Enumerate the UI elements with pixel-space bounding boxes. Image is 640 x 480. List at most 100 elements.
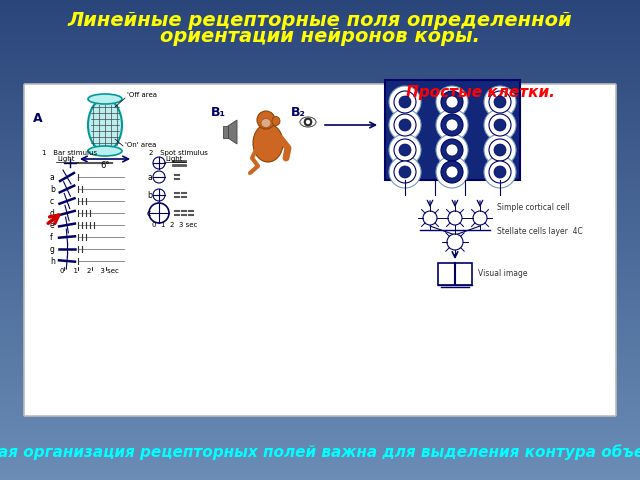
Bar	[0, 358, 640, 359]
Bar	[0, 465, 640, 466]
Text: Простые клетки.: Простые клетки.	[406, 84, 554, 99]
Bar	[0, 290, 640, 291]
Bar	[0, 346, 640, 347]
Bar	[0, 71, 640, 72]
Bar	[0, 344, 640, 345]
Bar	[0, 37, 640, 38]
Bar	[0, 248, 640, 249]
Bar	[0, 245, 640, 246]
Bar	[0, 75, 640, 76]
Bar	[0, 188, 640, 189]
Circle shape	[389, 109, 421, 141]
Bar	[0, 189, 640, 190]
Bar	[0, 154, 640, 155]
Bar	[0, 426, 640, 427]
Bar	[0, 335, 640, 336]
Bar	[0, 89, 640, 90]
Bar	[0, 196, 640, 197]
Bar	[0, 167, 640, 168]
Bar	[0, 238, 640, 239]
Bar	[0, 468, 640, 469]
Bar	[0, 142, 640, 143]
Bar	[0, 119, 640, 120]
Bar	[0, 372, 640, 373]
Bar	[0, 178, 640, 179]
Bar	[0, 268, 640, 269]
Circle shape	[494, 96, 506, 108]
Bar	[0, 234, 640, 235]
Bar	[0, 74, 640, 75]
Bar	[0, 35, 640, 36]
Bar	[0, 441, 640, 442]
Bar	[0, 472, 640, 473]
Bar	[0, 291, 640, 292]
Bar	[0, 169, 640, 170]
Bar	[0, 230, 640, 231]
Ellipse shape	[253, 124, 283, 162]
Text: 0  1  2  3 sec: 0 1 2 3 sec	[152, 222, 197, 228]
Bar	[0, 193, 640, 194]
Bar	[0, 318, 640, 319]
Bar	[0, 67, 640, 68]
Bar	[0, 101, 640, 102]
Circle shape	[389, 86, 421, 118]
Bar	[0, 175, 640, 176]
Bar	[0, 156, 640, 157]
Bar	[0, 66, 640, 67]
Bar	[0, 51, 640, 52]
Bar	[0, 88, 640, 89]
Bar	[0, 42, 640, 43]
Bar	[0, 386, 640, 387]
Circle shape	[441, 139, 463, 161]
Bar	[0, 72, 640, 73]
Bar	[0, 333, 640, 334]
Bar	[0, 132, 640, 133]
Bar	[0, 443, 640, 444]
Bar	[0, 208, 640, 209]
Bar	[0, 312, 640, 313]
Bar	[0, 127, 640, 128]
Bar	[0, 363, 640, 364]
Bar	[0, 389, 640, 390]
Circle shape	[399, 96, 411, 108]
Bar	[0, 110, 640, 111]
Bar	[0, 254, 640, 255]
Text: a: a	[50, 172, 55, 181]
Bar	[0, 247, 640, 248]
Bar	[0, 462, 640, 463]
Bar	[0, 342, 640, 343]
Text: g: g	[50, 244, 55, 253]
Bar	[0, 3, 640, 4]
Bar	[0, 236, 640, 237]
Bar	[0, 380, 640, 381]
Bar	[0, 242, 640, 243]
Bar	[0, 469, 640, 470]
Bar	[0, 477, 640, 478]
Bar	[0, 45, 640, 46]
Bar	[0, 63, 640, 64]
Circle shape	[446, 144, 458, 156]
Bar	[0, 334, 640, 335]
Bar	[0, 213, 640, 214]
Bar	[0, 155, 640, 156]
Bar	[0, 73, 640, 74]
Bar	[0, 316, 640, 317]
Bar	[0, 379, 640, 380]
Bar	[0, 58, 640, 59]
Text: 2   Spot stimulus: 2 Spot stimulus	[149, 150, 208, 156]
Bar	[0, 299, 640, 300]
Circle shape	[494, 144, 506, 156]
Circle shape	[489, 114, 511, 136]
Bar	[0, 186, 640, 187]
Bar	[0, 34, 640, 35]
Bar	[0, 226, 640, 227]
Bar	[0, 115, 640, 116]
Bar	[0, 368, 640, 369]
Bar	[0, 22, 640, 23]
Bar	[0, 117, 640, 118]
Bar	[0, 470, 640, 471]
Bar	[0, 90, 640, 91]
Bar	[0, 125, 640, 126]
Bar	[0, 217, 640, 218]
Bar	[0, 264, 640, 265]
